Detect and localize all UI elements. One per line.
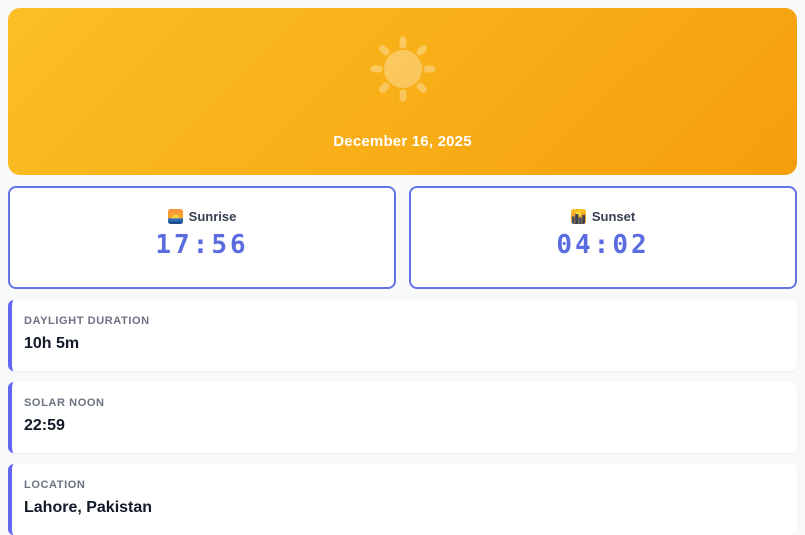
sunset-card[interactable]: Sunset 04:02: [409, 186, 797, 289]
solar-noon-label: SOLAR NOON: [24, 397, 105, 409]
daylight-duration-value: 10h 5m: [24, 335, 80, 352]
sunrise-icon: [167, 209, 183, 224]
sunset-card-label: Sunset: [570, 209, 636, 224]
banner-date: December 16, 2025: [333, 133, 472, 150]
solar-noon-value: 22:59: [24, 417, 65, 434]
daylight-duration-label: DAYLIGHT DURATION: [24, 315, 150, 327]
sunrise-time: 17:56: [155, 230, 249, 260]
location-row: LOCATION Lahore, Pakistan: [8, 464, 797, 535]
sunset-icon: [570, 209, 586, 224]
sunset-time: 04:02: [556, 230, 650, 260]
sunrise-label-text: Sunrise: [188, 209, 237, 224]
solar-noon-row: SOLAR NOON 22:59: [8, 382, 797, 453]
time-cards: Sunrise 17:56: [8, 186, 797, 289]
sunrise-card-label: Sunrise: [167, 209, 237, 224]
sunset-label-text: Sunset: [591, 209, 636, 224]
date-banner: December 16, 2025: [8, 8, 797, 175]
sun-icon: [370, 36, 436, 102]
location-label: LOCATION: [24, 479, 86, 491]
sunrise-card[interactable]: Sunrise 17:56: [8, 186, 396, 289]
daylight-duration-row: DAYLIGHT DURATION 10h 5m: [8, 300, 797, 371]
location-value: Lahore, Pakistan: [24, 499, 153, 516]
